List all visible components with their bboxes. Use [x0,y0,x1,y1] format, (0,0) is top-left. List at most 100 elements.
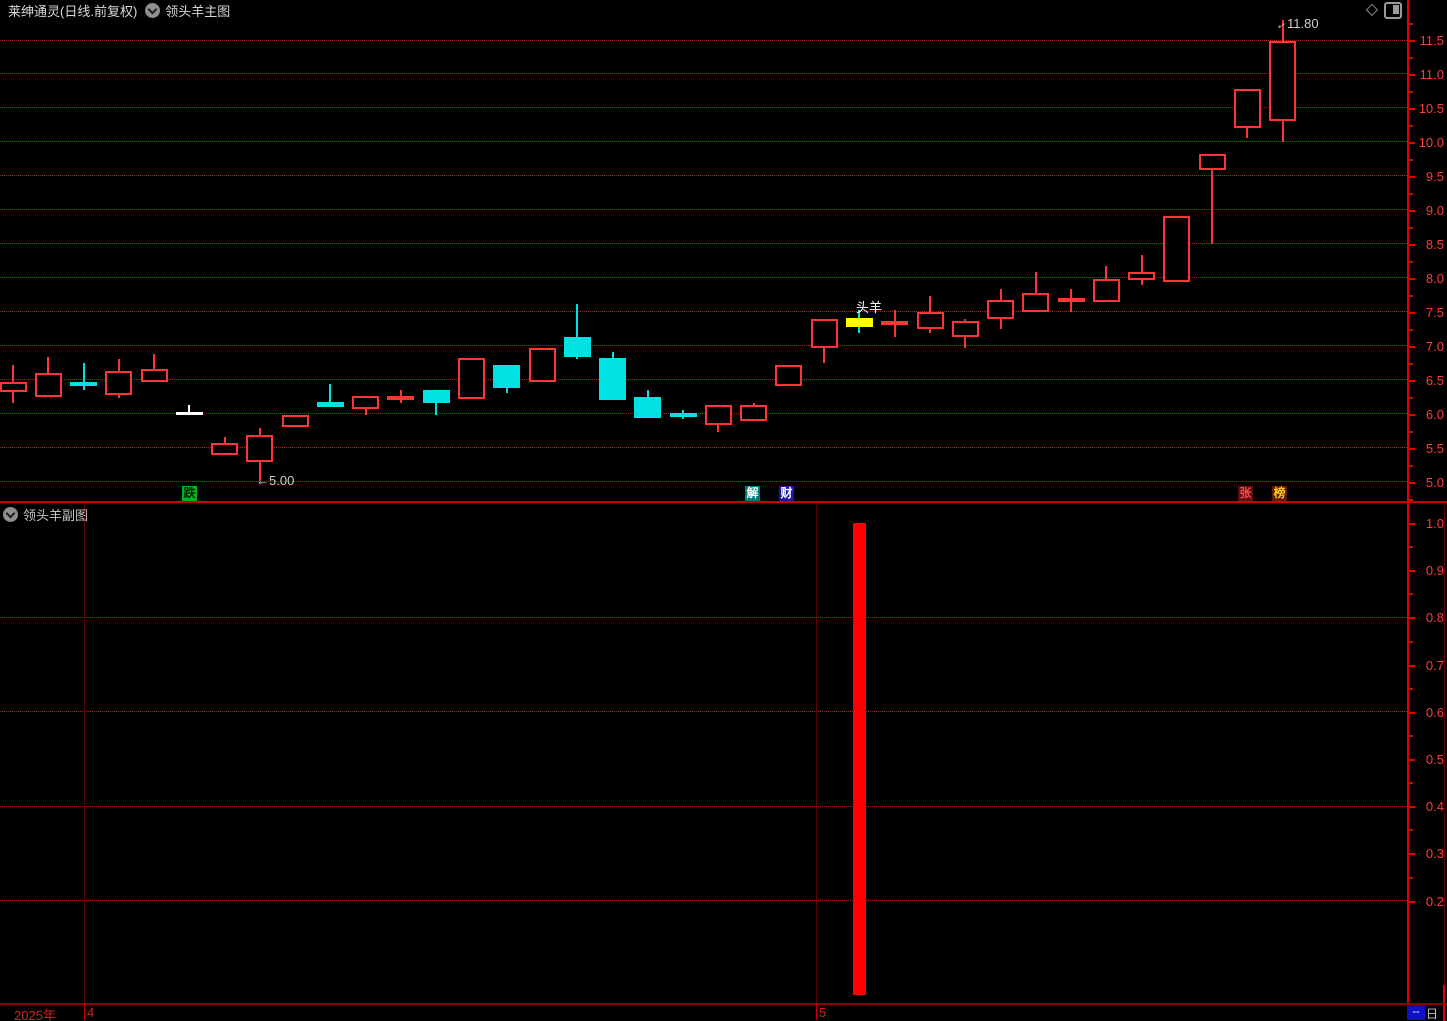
sub-indicator-label[interactable]: 领头羊副图 [23,508,89,523]
candle [1163,215,1191,283]
period-label[interactable]: 日线 [1426,1007,1439,1021]
gridline [0,107,1407,108]
chevron-down-icon[interactable] [3,507,18,522]
axis-tick-minor [1409,499,1413,501]
signal-bar [852,523,866,995]
gridline [0,175,1407,176]
axis-tick-minor [1409,640,1413,643]
candle [387,395,415,400]
signal-candle-label: 头羊 [856,300,883,315]
left-arrow-icon: ← [256,473,269,488]
gridline [0,806,1407,807]
month-label: 5 [819,1005,827,1020]
candle [951,321,979,337]
gridline [0,73,1407,74]
candle [316,402,344,408]
candle [563,336,591,357]
panel-layout-icon[interactable] [1384,1,1402,19]
gridline [0,209,1407,210]
sub-chart-canvas[interactable] [0,503,1447,1003]
y-axis-label: 6.0 [1425,406,1444,422]
month-separator-tick [816,1004,817,1020]
candle-wick [1211,154,1214,245]
y-axis-label: 8.5 [1425,236,1444,252]
candle [599,357,627,400]
axis-tick [1409,617,1415,620]
y-axis-label: 0.8 [1425,610,1444,626]
y-axis-label: 10.5 [1418,100,1444,116]
candle [1128,271,1156,281]
y-axis-label: 0.7 [1425,657,1444,673]
month-label: 4 [87,1005,95,1020]
axis-tick [1409,853,1415,856]
y-axis-label: 0.9 [1425,563,1444,579]
candle [34,372,62,397]
low-price-annotation: ←5.00 [256,473,295,488]
y-axis-label: 9.5 [1425,168,1444,184]
axis-tick [1409,481,1415,484]
sub-chart-right-frame [1444,505,1445,985]
y-axis-label: 0.5 [1425,752,1444,767]
gridline [0,900,1407,901]
candle-wick [576,304,579,360]
candle-wick [153,354,156,382]
axis-tick-minor [1409,876,1413,879]
axis-tick-minor [1409,782,1413,785]
axis-tick-minor [1409,430,1413,433]
chevron-down-icon[interactable] [145,2,161,18]
candle [916,312,944,329]
y-axis-label: 9.0 [1425,202,1444,218]
candle-wick [1140,255,1143,286]
axis-tick [1409,243,1415,246]
main-chart-canvas[interactable] [0,0,1447,502]
year-label: 2025年 [14,1008,56,1021]
axis-tick-minor [1409,260,1413,263]
event-label: 跌 [182,486,197,501]
candle [281,414,309,428]
candle [845,318,873,328]
candle [1269,41,1297,122]
gridline [0,243,1407,244]
candle [422,389,450,403]
candle [352,395,380,409]
axis-tick [1409,107,1415,110]
axis-tick-minor [1409,735,1413,737]
axis-tick [1409,345,1415,348]
y-axis-label: 11.5 [1419,33,1444,48]
candle [1233,88,1261,128]
y-axis-label: 1.0 [1425,516,1444,531]
axis-tick [1409,73,1415,76]
axis-tick-minor [1409,158,1413,161]
axis-tick [1409,209,1415,212]
diamond-icon[interactable]: ◇ [1365,1,1378,18]
y-axis-label: 11.0 [1419,66,1444,82]
axis-tick-minor [1409,829,1413,832]
gridline [0,711,1407,712]
gridline [0,379,1407,380]
period-indicator-box[interactable]: -- [1407,1005,1425,1020]
x-axis-line [0,1003,1447,1005]
axis-tick-minor [1409,124,1413,127]
chart-divider [0,501,1447,503]
axis-tick-minor [1409,464,1413,467]
gridline [0,413,1407,414]
main-indicator-label[interactable]: 领头羊主图 [165,3,231,19]
axis-tick [1409,664,1415,667]
y-axis-label: 6.5 [1425,372,1444,388]
axis-tick-minor [1409,192,1413,195]
candle [1057,298,1085,303]
y-axis-label: 0.4 [1425,799,1444,815]
axis-tick [1409,759,1415,761]
axis-tick-minor [1409,593,1413,596]
y-axis-label: 10.0 [1418,134,1444,150]
candle [1198,154,1226,170]
y-axis-label: 0.3 [1425,846,1444,862]
candle [493,365,521,389]
candle [175,412,203,415]
candle [528,347,556,383]
axis-tick [1409,379,1415,382]
month-separator-line [816,503,817,1003]
axis-tick-minor [1409,90,1413,93]
gridline [0,141,1407,142]
gridline [0,481,1407,482]
